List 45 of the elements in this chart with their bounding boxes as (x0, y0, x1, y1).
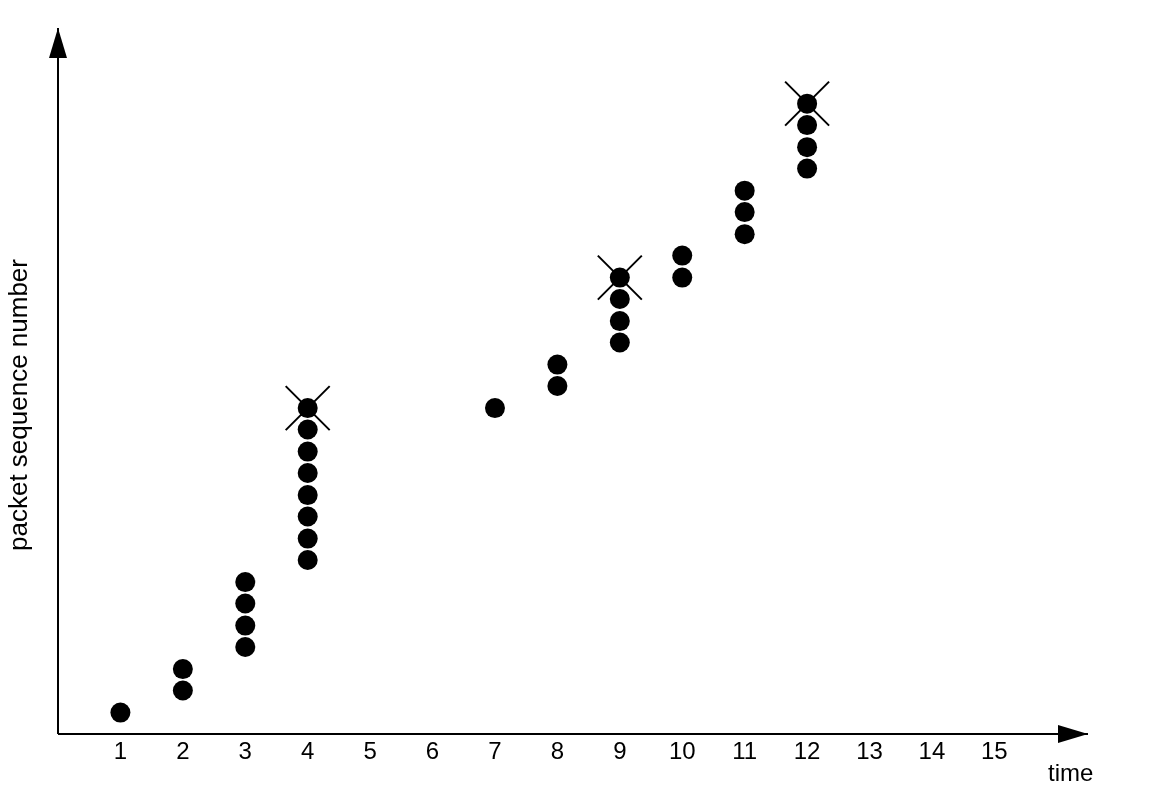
point (734, 180, 755, 201)
point (172, 680, 193, 701)
x-tick-label: 11 (732, 737, 758, 765)
point (235, 593, 256, 614)
point (547, 376, 568, 397)
point (110, 702, 131, 723)
point (672, 245, 693, 266)
x-tick-label: 4 (301, 737, 315, 765)
point (797, 158, 818, 179)
point (235, 615, 256, 636)
point (484, 398, 505, 419)
x-tick-label: 9 (613, 737, 627, 765)
point (797, 137, 818, 158)
point (235, 637, 256, 658)
point (297, 485, 318, 506)
point (297, 528, 318, 549)
x-tick-label: 1 (113, 737, 128, 765)
point (734, 202, 755, 223)
x-tick-label: 3 (238, 737, 252, 765)
x-tick-label: 6 (425, 737, 440, 765)
x-tick-label: 14 (918, 737, 946, 765)
x-tick-label: 5 (363, 737, 377, 765)
x-tick-label: 13 (856, 737, 883, 765)
point (547, 354, 568, 375)
point (297, 441, 318, 462)
point (297, 506, 318, 527)
point (797, 115, 818, 136)
x-axis-title: time (1048, 758, 1094, 786)
point (297, 550, 318, 571)
point (672, 267, 693, 288)
x-tick-label: 10 (668, 737, 696, 765)
x-tick-label: 8 (550, 737, 565, 765)
point (609, 311, 630, 332)
point (297, 463, 318, 484)
y-axis-title: packet sequence number (3, 258, 34, 551)
point (734, 224, 755, 245)
point (172, 659, 193, 680)
x-tick-label: 2 (176, 737, 190, 765)
x-tick-label: 7 (488, 737, 502, 765)
point (609, 289, 630, 310)
point (609, 332, 630, 353)
point (297, 419, 318, 440)
x-tick-label: 12 (793, 737, 821, 765)
point (235, 572, 256, 593)
x-tick-label: 15 (981, 737, 1008, 765)
